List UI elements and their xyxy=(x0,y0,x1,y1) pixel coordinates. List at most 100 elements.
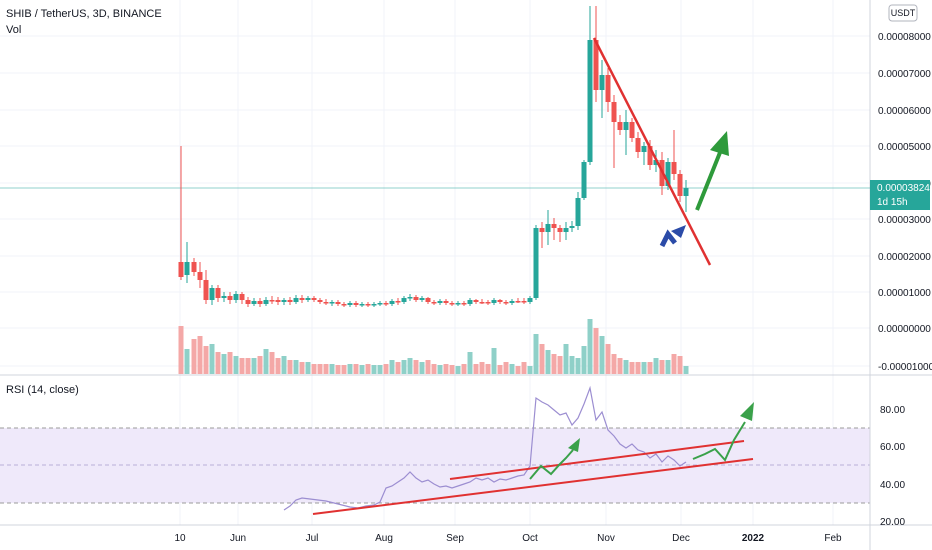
volume-bar xyxy=(365,364,371,374)
candle-body xyxy=(635,138,641,152)
candle-body xyxy=(449,303,455,305)
volume-bar xyxy=(641,362,647,374)
candle-body xyxy=(467,300,473,304)
candle-body xyxy=(485,302,491,304)
price-axis-label: 0.00003000 xyxy=(878,215,931,226)
candle-body xyxy=(209,288,215,300)
rsi-trend-line-lower[interactable] xyxy=(312,458,754,515)
candle-body xyxy=(239,294,245,300)
candle-body xyxy=(533,228,539,298)
candle-body xyxy=(443,301,449,303)
candle-body xyxy=(599,75,605,90)
volume-bar xyxy=(509,364,515,374)
candle-body xyxy=(341,304,347,306)
volume-bar xyxy=(377,365,383,374)
candle-body xyxy=(521,301,527,303)
price-axis-label: 0.00007000 xyxy=(878,69,931,80)
volume-bar xyxy=(485,364,491,374)
candle-body xyxy=(491,300,497,303)
volume-bar xyxy=(341,365,347,374)
rsi-axis-label: 20.00 xyxy=(880,517,905,528)
volume-bar xyxy=(647,362,653,374)
rsi-trend-line-upper[interactable] xyxy=(449,440,745,480)
volume-bar xyxy=(623,360,629,374)
chart-title[interactable]: SHIB / TetherUS, 3D, BINANCE xyxy=(6,8,162,20)
rsi-green-arrow-2[interactable] xyxy=(692,402,754,462)
volume-bar xyxy=(407,358,413,374)
volume-bar xyxy=(635,362,641,374)
candle-body xyxy=(353,303,359,305)
candle-body xyxy=(677,174,683,196)
rsi-axis[interactable]: 80.00 60.00 40.00 20.00 xyxy=(880,405,905,528)
candle-body xyxy=(647,146,653,165)
volume-bar xyxy=(281,356,287,374)
volume-bar xyxy=(533,334,539,374)
candle-body xyxy=(665,162,671,186)
volume-bar xyxy=(395,362,401,374)
candle-body xyxy=(233,294,239,300)
volume-bar xyxy=(191,339,197,374)
candle-body xyxy=(683,188,689,196)
volume-bar xyxy=(575,358,581,374)
volume-bar xyxy=(527,366,533,374)
candle-body xyxy=(257,301,263,304)
downtrend-line[interactable] xyxy=(592,37,712,266)
volume-bar xyxy=(383,364,389,374)
candle-body xyxy=(617,122,623,130)
rsi-green-arrow-1[interactable] xyxy=(529,438,580,480)
volume-bar xyxy=(491,348,497,374)
rsi-axis-label: 60.00 xyxy=(880,442,905,453)
volume-bar xyxy=(178,326,184,374)
currency-button[interactable]: USDT xyxy=(888,4,918,22)
price-axis-label: 0.00001000 xyxy=(878,288,931,299)
green-up-arrow[interactable] xyxy=(695,131,729,211)
candle-body xyxy=(311,298,317,300)
candle-body xyxy=(221,296,227,298)
candle-body xyxy=(431,302,437,304)
volume-bar xyxy=(209,344,215,374)
volume-bar xyxy=(539,344,545,374)
candle-body xyxy=(503,302,509,304)
volume-bar xyxy=(437,365,443,374)
time-axis-label: 2022 xyxy=(742,533,765,544)
volume-bar xyxy=(215,352,221,374)
candle-body xyxy=(191,262,197,272)
candle-body xyxy=(377,303,383,305)
candle-body xyxy=(203,280,209,300)
volume-bar xyxy=(269,352,275,374)
volume-bar xyxy=(443,364,449,374)
volume-bar xyxy=(665,360,671,374)
volume-bar xyxy=(257,356,263,374)
volume-bar xyxy=(461,364,467,374)
volume-bar xyxy=(197,336,203,374)
time-axis-label: Sep xyxy=(446,533,464,544)
volume-bar xyxy=(455,366,461,374)
volume-bars xyxy=(178,319,689,374)
volume-bar xyxy=(347,364,353,374)
candle-body xyxy=(497,300,503,302)
volume-bar xyxy=(329,364,335,374)
candle-body xyxy=(611,102,617,122)
candle-body xyxy=(323,302,329,304)
candle-body xyxy=(197,272,203,280)
candle-body xyxy=(287,300,293,302)
volume-bar xyxy=(449,365,455,374)
candle-body xyxy=(569,226,575,228)
candle-body xyxy=(335,302,341,304)
rsi-legend[interactable]: RSI (14, close) xyxy=(6,384,79,396)
candle-body xyxy=(269,300,275,302)
blue-up-arrow[interactable] xyxy=(659,225,686,248)
price-axis-label: -0.00001000 xyxy=(878,362,932,373)
volume-legend[interactable]: Vol xyxy=(6,24,21,36)
time-axis[interactable]: 10 Jun Jul Aug Sep Oct Nov Dec 2022 Feb xyxy=(174,533,842,544)
volume-bar xyxy=(593,328,599,374)
candle-body xyxy=(329,302,335,304)
volume-bar xyxy=(305,362,311,374)
candle-body xyxy=(293,298,299,302)
volume-bar xyxy=(431,364,437,374)
candle-body xyxy=(365,304,371,306)
candle-body xyxy=(407,297,413,299)
time-axis-label: Oct xyxy=(522,533,538,544)
svg-text:USDT: USDT xyxy=(891,8,916,18)
